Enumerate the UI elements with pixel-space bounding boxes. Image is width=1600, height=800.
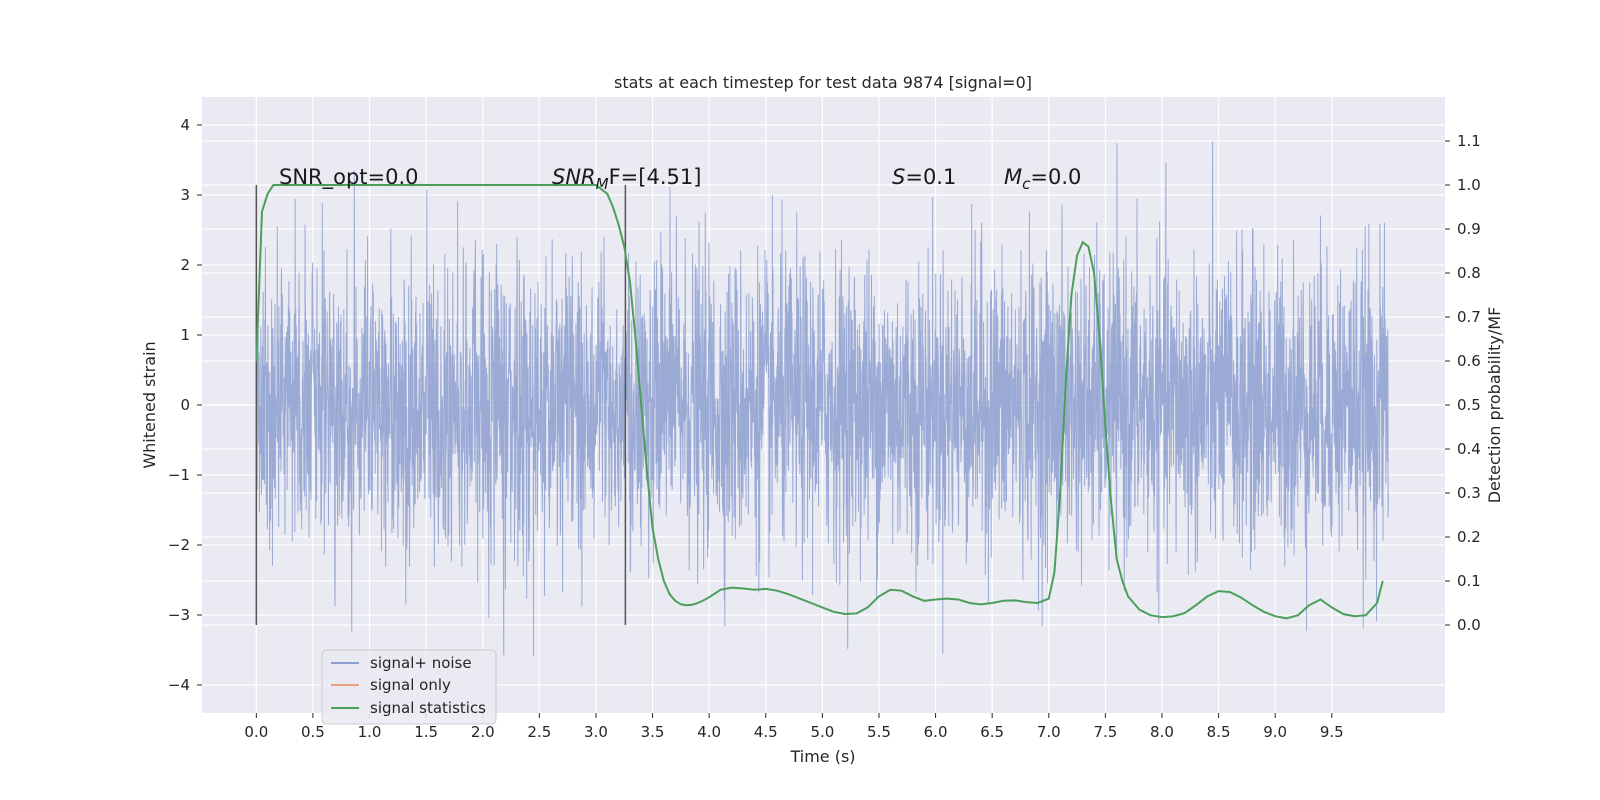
x-tick-label: 6.5	[980, 723, 1004, 741]
legend-label-signal-statistics: signal statistics	[370, 699, 486, 717]
y-tick-label: 3	[180, 186, 190, 204]
x-tick-label: 9.0	[1263, 723, 1287, 741]
y-tick-label: −1	[168, 466, 190, 484]
x-tick-label: 0.0	[244, 723, 268, 741]
x-tick-label: 5.0	[810, 723, 834, 741]
y-axis-ticks: 4 3 2 1 0 −1 −2 −3 −4	[168, 116, 202, 694]
y2-tick-label: 0.0	[1457, 616, 1481, 634]
y-tick-label: 4	[180, 116, 190, 134]
legend-label-signal-only: signal only	[370, 676, 451, 694]
y2-tick-label: 0.8	[1457, 264, 1481, 282]
y-tick-label: 0	[180, 396, 190, 414]
y-tick-label: 2	[180, 256, 190, 274]
y-tick-label: −2	[168, 536, 190, 554]
legend-label-signal-noise: signal+ noise	[370, 654, 472, 672]
x-tick-label: 5.5	[867, 723, 891, 741]
x-tick-label: 7.0	[1037, 723, 1061, 741]
y-tick-label: −4	[168, 676, 190, 694]
x-axis-ticks: 0.0 0.5 1.0 1.5 2.0 2.5 3.0 3.5 4.0 4.5 5.0 5.5 6.0 6…	[244, 713, 1344, 741]
annotation-snr-mf: SNRMF=[4.51]	[552, 165, 701, 193]
x-tick-label: 0.5	[301, 723, 325, 741]
series-signal-noise	[255, 141, 1389, 657]
y2-axis-label: Detection probability/MF	[1485, 307, 1504, 504]
series-signal-statistics	[255, 184, 1384, 620]
annotation-s: S=0.1	[892, 165, 956, 189]
y2-tick-label: 0.1	[1457, 572, 1481, 590]
legend-box	[321, 649, 497, 725]
series-line-signal-statistics	[255, 184, 1384, 620]
series-line-signal-noise	[255, 141, 1389, 657]
y-tick-label: 1	[180, 326, 190, 344]
x-tick-label: 9.5	[1320, 723, 1344, 741]
x-tick-label: 6.0	[924, 723, 948, 741]
annotation-mc: Mc=0.0	[1004, 165, 1081, 193]
y2-axis-ticks: 1.1 1.0 0.9 0.8 0.7 0.6 0.5 0.4 0.3 0.2 0.1 0.0	[1445, 132, 1481, 634]
y2-tick-label: 0.6	[1457, 352, 1481, 370]
x-tick-label: 7.5	[1093, 723, 1117, 741]
x-tick-label: 3.0	[584, 723, 608, 741]
y2-tick-label: 0.9	[1457, 220, 1481, 238]
x-tick-label: 4.5	[754, 723, 778, 741]
y-tick-label: −3	[168, 606, 190, 624]
y2-tick-label: 0.3	[1457, 484, 1481, 502]
x-tick-label: 1.5	[414, 723, 438, 741]
chart-title: stats at each timestep for test data 987…	[614, 73, 1032, 92]
y-axis-label: Whitened strain	[140, 341, 159, 468]
x-tick-label: 2.5	[527, 723, 551, 741]
x-tick-label: 2.0	[471, 723, 495, 741]
legend: signal+ noise signal only signal statist…	[321, 649, 497, 725]
annotation-snr-opt: SNR_opt=0.0	[279, 165, 419, 190]
x-tick-label: 8.0	[1150, 723, 1174, 741]
x-tick-label: 3.5	[641, 723, 665, 741]
y2-tick-label: 1.1	[1457, 132, 1481, 150]
x-tick-label: 8.5	[1207, 723, 1231, 741]
x-tick-label: 4.0	[697, 723, 721, 741]
x-axis-label: Time (s)	[789, 747, 855, 766]
x-tick-label: 1.0	[358, 723, 382, 741]
y2-tick-label: 0.7	[1457, 308, 1481, 326]
y2-tick-label: 0.5	[1457, 396, 1481, 414]
y2-tick-label: 1.0	[1457, 176, 1481, 194]
y2-tick-label: 0.2	[1457, 528, 1481, 546]
y2-tick-label: 0.4	[1457, 440, 1481, 458]
